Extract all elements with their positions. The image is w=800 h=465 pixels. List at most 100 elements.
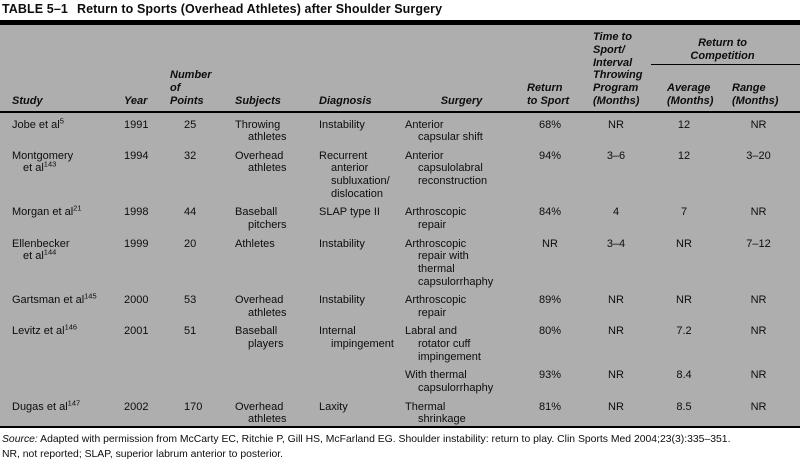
cell-diagnosis: Instability bbox=[319, 294, 365, 307]
col-header-time-to-sport: Time to Sport/ Interval Throwing Program… bbox=[581, 22, 651, 113]
reference-superscript: 21 bbox=[73, 203, 82, 213]
cell-time-to-sport: NR bbox=[608, 325, 624, 338]
cell-return-to-sport: 89% bbox=[538, 294, 562, 307]
reference-superscript: 147 bbox=[67, 398, 81, 408]
cell-study: Gartsman et al145 bbox=[0, 288, 120, 319]
study-name: Morgan et al bbox=[12, 206, 74, 219]
cell-surgery: Labral and rotator cuff impingement bbox=[405, 325, 481, 363]
cell-time-to-sport: 3–6 bbox=[606, 149, 626, 162]
table-row: Levitz et al146 2001 51 Baseball players Int… bbox=[0, 319, 800, 363]
cell-subjects: Overhead athletes bbox=[235, 149, 287, 175]
cell-average-months: 8.5 bbox=[676, 400, 692, 413]
cell-diagnosis bbox=[311, 363, 401, 394]
cell-study: Jobe et al5 bbox=[0, 112, 120, 144]
reference-superscript: 143 bbox=[43, 159, 57, 169]
cell-study: Dugas et al147 bbox=[0, 395, 120, 427]
source-label: Source: bbox=[2, 433, 38, 445]
cell-average-months: 12 bbox=[677, 118, 691, 131]
col-header-range-months: Range (Months) bbox=[717, 64, 800, 113]
cell-surgery: Anterior capsulolabral reconstruction bbox=[405, 149, 488, 188]
col-header-study: Study bbox=[0, 22, 120, 113]
cell-number-of-points: 44 bbox=[184, 206, 197, 219]
cell-year: 2002 bbox=[124, 400, 149, 413]
table-row: Montgomery et al143 1994 32 Overhead athlet… bbox=[0, 144, 800, 201]
cell-diagnosis: SLAP type II bbox=[319, 206, 380, 219]
cell-surgery: Arthroscopic repair bbox=[405, 206, 467, 231]
col-header-return-to-sport: Return to Sport bbox=[519, 22, 581, 113]
reference-superscript: 145 bbox=[84, 291, 97, 301]
cell-average-months: 7.2 bbox=[676, 325, 692, 338]
table-row: Gartsman et al145 2000 53 Overhead athletes… bbox=[0, 288, 800, 319]
cell-average-months: 12 bbox=[677, 149, 691, 162]
cell-range-months: NR bbox=[750, 369, 767, 382]
cell-time-to-sport: NR bbox=[608, 294, 624, 307]
cell-subjects: Overhead athletes bbox=[235, 400, 287, 426]
table-row: Morgan et al21 1998 44 Baseball pitchers SLA… bbox=[0, 200, 800, 231]
study-name: Montgomery et al bbox=[12, 149, 74, 175]
cell-range-months: 3–20 bbox=[746, 149, 771, 162]
source-text: Adapted with permission from McCarty EC,… bbox=[40, 433, 731, 445]
cell-year: 1991 bbox=[124, 118, 149, 131]
table-body: Jobe et al5 1991 25 Throwing athletes Instab… bbox=[0, 112, 800, 427]
cell-number-of-points: 51 bbox=[184, 325, 197, 338]
cell-return-to-sport: 94% bbox=[538, 149, 562, 162]
cell-year: 1994 bbox=[124, 149, 149, 162]
table-footnotes: Source: Adapted with permission from McC… bbox=[0, 428, 800, 462]
cell-surgery: Arthroscopic repair with thermal capsulo… bbox=[405, 237, 494, 288]
cell-time-to-sport: 4 bbox=[612, 206, 620, 219]
cell-study bbox=[0, 363, 120, 394]
data-table: Study Year Number of Points Subjects Dia… bbox=[0, 20, 800, 428]
table-row: Dugas et al147 2002 170 Overhead athletes La… bbox=[0, 395, 800, 427]
cell-surgery: Anterior capsular shift bbox=[405, 118, 483, 144]
cell-surgery: With thermal capsulorrhaphy bbox=[405, 369, 494, 395]
study-name: Gartsman et al bbox=[12, 294, 85, 307]
cell-time-to-sport: NR bbox=[608, 118, 624, 131]
cell-diagnosis: Recurrent anterior subluxation/ dislocat… bbox=[319, 149, 390, 200]
cell-time-to-sport: NR bbox=[608, 400, 624, 413]
cell-year: 2001 bbox=[124, 325, 149, 338]
cell-year bbox=[120, 363, 165, 394]
study-name: Dugas et al bbox=[12, 400, 68, 413]
cell-study: Levitz et al146 bbox=[0, 319, 120, 363]
cell-year: 1999 bbox=[124, 237, 149, 250]
study-name: Levitz et al bbox=[12, 325, 65, 338]
cell-study: Morgan et al21 bbox=[0, 200, 120, 231]
cell-return-to-sport: 81% bbox=[538, 400, 562, 413]
col-header-subjects: Subjects bbox=[227, 22, 311, 113]
reference-superscript: 144 bbox=[43, 247, 57, 257]
cell-number-of-points: 53 bbox=[184, 294, 197, 307]
cell-diagnosis: Laxity bbox=[319, 400, 348, 413]
col-header-average-months: Average (Months) bbox=[651, 64, 717, 113]
cell-study: Montgomery et al143 bbox=[0, 144, 120, 201]
cell-study: Ellenbecker et al144 bbox=[0, 232, 120, 289]
table-number: TABLE 5–1 bbox=[2, 2, 68, 16]
cell-subjects: Baseball pitchers bbox=[235, 206, 287, 231]
cell-number-of-points: 32 bbox=[184, 149, 197, 162]
cell-surgery: Arthroscopic repair bbox=[405, 294, 467, 319]
col-header-diagnosis: Diagnosis bbox=[311, 22, 401, 113]
cell-subjects: Athletes bbox=[235, 237, 275, 250]
cell-subjects: Overhead athletes bbox=[235, 294, 287, 319]
col-header-year: Year bbox=[120, 22, 165, 113]
cell-range-months: NR bbox=[750, 325, 767, 338]
cell-subjects: Baseball players bbox=[235, 325, 284, 351]
col-header-number-of-points: Number of Points bbox=[165, 22, 227, 113]
cell-year: 2000 bbox=[124, 294, 149, 307]
cell-time-to-sport: 3–4 bbox=[606, 237, 626, 250]
table-row: Ellenbecker et al144 1999 20 Athletes Instab… bbox=[0, 232, 800, 289]
reference-superscript: 146 bbox=[64, 322, 78, 332]
table-row: Jobe et al5 1991 25 Throwing athletes Instab… bbox=[0, 112, 800, 144]
cell-range-months: NR bbox=[750, 294, 767, 307]
table-row: With thermal capsulorrhaphy 93% NR 8.4 NR bbox=[0, 363, 800, 394]
table-title: TABLE 5–1 Return to Sports (Overhead Athl… bbox=[0, 0, 800, 20]
cell-time-to-sport: NR bbox=[608, 369, 624, 382]
cell-diagnosis: Instability bbox=[319, 237, 365, 250]
cell-subjects bbox=[227, 363, 311, 394]
study-name: Jobe et al bbox=[12, 118, 60, 131]
cell-return-to-sport: 93% bbox=[538, 369, 562, 382]
cell-number-of-points: 25 bbox=[184, 118, 197, 131]
cell-number-of-points: 20 bbox=[184, 237, 197, 250]
cell-range-months: NR bbox=[750, 206, 767, 219]
study-name: Ellenbecker et al bbox=[12, 237, 70, 263]
